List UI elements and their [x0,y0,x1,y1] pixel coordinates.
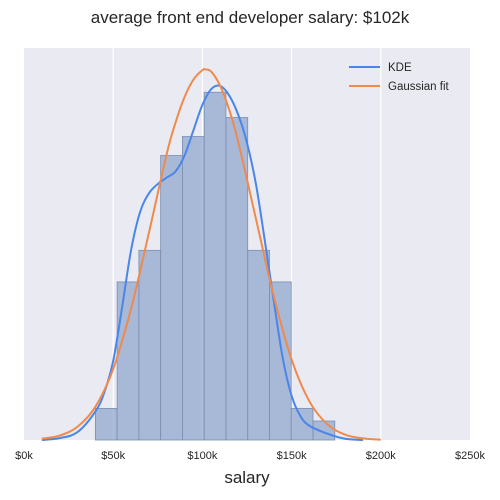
histogram-bars [94,91,336,441]
series-lines [41,68,381,441]
histogram-bar [116,281,140,441]
histogram-bar [269,281,292,441]
x-axis-ticks: $0k $50k $100k $150k $200k $250k [15,450,485,462]
legend: KDE Gaussian fit [349,62,450,93]
histogram-bar [138,249,162,441]
histogram-bar [290,407,314,441]
x-tick-label: $150k [277,450,307,462]
x-tick-label: $0k [15,450,33,462]
histogram-bar [94,407,118,441]
histogram-bar [182,136,205,441]
histogram-bar [312,420,336,441]
x-tick-label: $250k [455,450,485,462]
histogram-bar [160,155,183,441]
histogram-bar [247,249,270,441]
legend-label-kde: KDE [388,62,412,74]
legend-label-gaussian: Gaussian fit [388,81,450,93]
chart-title: average front end developer salary: $102… [91,8,410,27]
kde-line [41,84,364,441]
gaussian-fit-line [41,68,381,441]
x-tick-label: $100k [187,450,217,462]
x-axis-label: salary [224,468,270,487]
x-tick-label: $200k [366,450,396,462]
x-tick-label: $50k [101,450,125,462]
histogram-bar [203,91,227,441]
